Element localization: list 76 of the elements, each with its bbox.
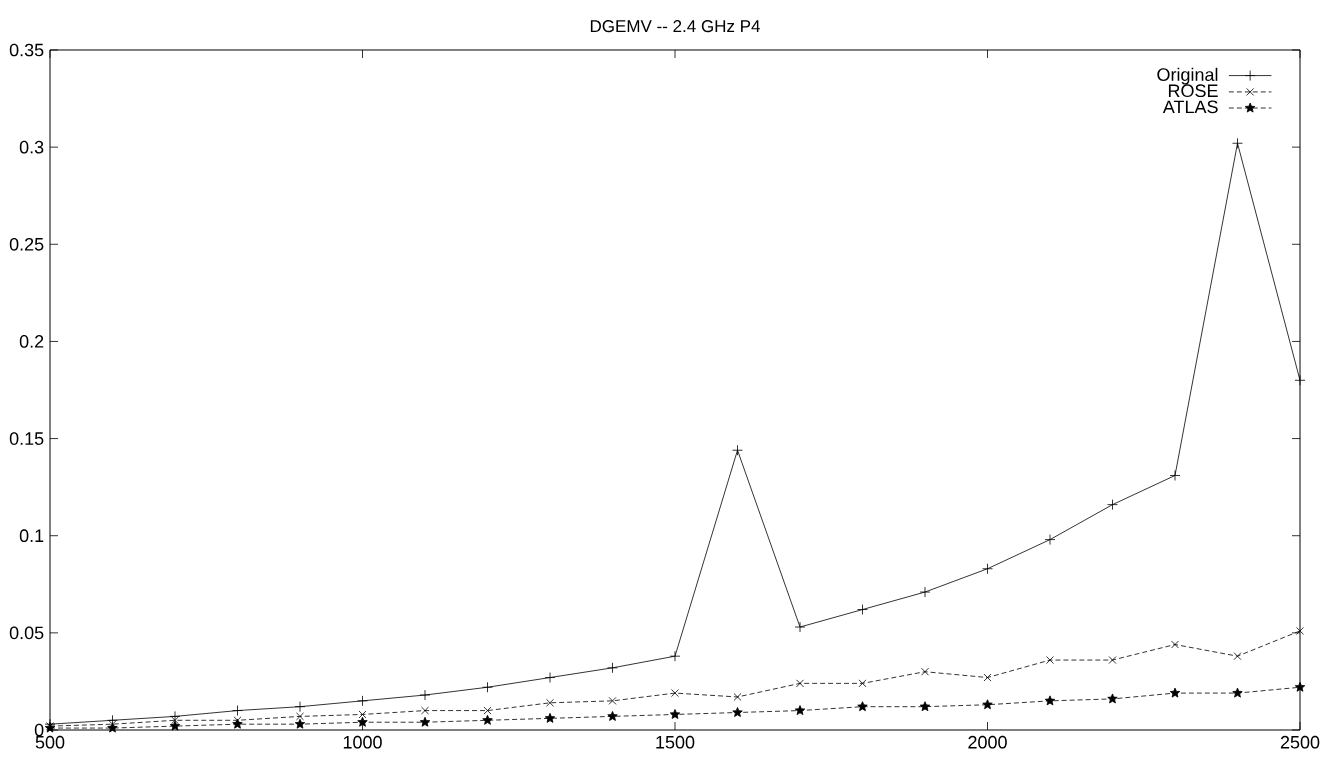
point <box>857 604 868 615</box>
point <box>671 689 679 698</box>
y-tick-label: 0.2 <box>19 335 44 348</box>
point <box>857 701 868 712</box>
y-tick-label: 0.3 <box>19 140 44 154</box>
point <box>982 563 993 575</box>
point <box>421 706 429 715</box>
y-tick-label: 0.35 <box>9 43 44 57</box>
point <box>1233 652 1242 661</box>
chart-title: DGEMV -- 2.4 GHz P4 <box>590 20 760 33</box>
point <box>232 705 243 716</box>
point <box>419 689 431 701</box>
point <box>171 716 179 725</box>
point <box>169 711 181 722</box>
y-tick-label: 0.05 <box>9 626 44 640</box>
x-tick-label: 2000 <box>968 735 1007 749</box>
point <box>358 710 367 719</box>
point <box>1107 693 1118 704</box>
point <box>982 699 993 710</box>
point <box>607 662 618 674</box>
point <box>357 716 368 727</box>
point <box>796 679 804 688</box>
point <box>482 714 493 725</box>
point <box>294 718 306 729</box>
point <box>1044 534 1056 545</box>
point <box>546 698 554 707</box>
x-tick-label: 1500 <box>656 735 695 749</box>
point <box>732 444 743 456</box>
point <box>483 706 492 715</box>
point <box>921 667 929 676</box>
x-tick-label: 2500 <box>1280 735 1320 749</box>
point <box>733 693 742 701</box>
point <box>544 712 556 723</box>
point <box>983 673 992 682</box>
point <box>357 695 368 707</box>
point <box>169 720 181 731</box>
point <box>294 701 306 713</box>
point <box>107 722 118 733</box>
point <box>607 711 618 721</box>
point <box>1169 470 1181 481</box>
point <box>1046 656 1054 664</box>
point <box>919 586 931 598</box>
point <box>669 709 681 719</box>
point <box>544 672 556 683</box>
point <box>1232 687 1243 698</box>
point <box>794 705 806 716</box>
point <box>1294 374 1306 386</box>
legend-label: Original <box>1157 67 1218 85</box>
point <box>608 696 617 705</box>
point <box>669 650 681 662</box>
y-tick-label: 0.25 <box>9 237 44 251</box>
x-tick-label: 500 <box>35 735 65 749</box>
point <box>233 716 242 725</box>
point <box>732 707 743 717</box>
point <box>1294 681 1306 692</box>
legend-label: ROSE <box>1168 84 1218 98</box>
point <box>296 712 304 721</box>
x-tick-label: 1000 <box>343 735 382 749</box>
point <box>482 681 493 693</box>
legend-label: ATLAS <box>1162 100 1218 114</box>
y-tick-label: 0.1 <box>19 529 44 543</box>
point <box>1108 656 1117 664</box>
point <box>1044 695 1056 706</box>
point <box>919 701 931 712</box>
point <box>419 716 431 727</box>
point <box>794 621 806 633</box>
y-tick-label: 0 <box>34 723 44 737</box>
point <box>1107 499 1118 511</box>
point <box>232 718 243 729</box>
y-tick-label: 0.15 <box>9 432 44 445</box>
point <box>1171 640 1179 649</box>
point <box>858 679 867 688</box>
point <box>1169 687 1181 698</box>
point <box>1232 137 1243 149</box>
point <box>108 720 117 729</box>
point <box>1296 626 1304 635</box>
